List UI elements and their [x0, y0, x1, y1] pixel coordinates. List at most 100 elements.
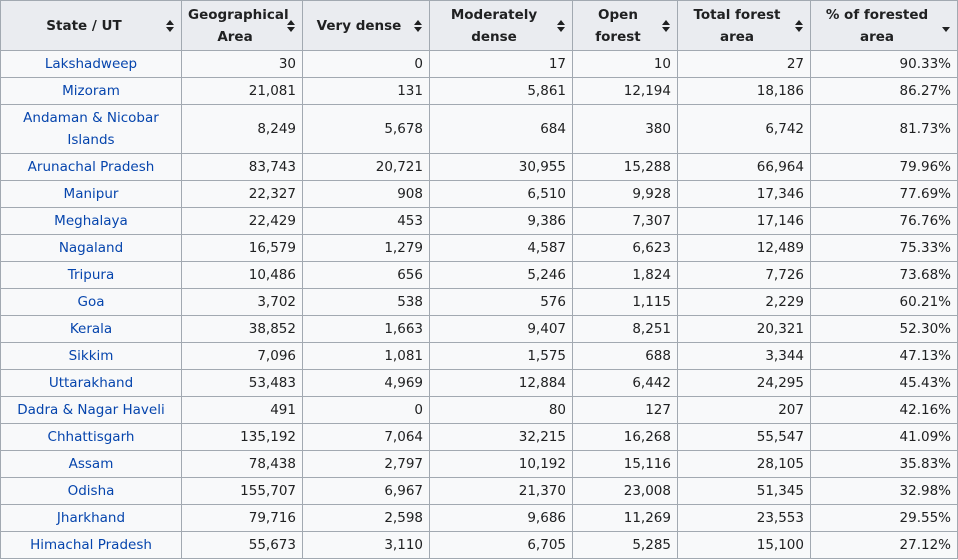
cell: 1,115	[572, 288, 678, 316]
sort-icon[interactable]	[942, 20, 950, 32]
table-row: Chhattisgarh 135,192 7,064 32,215 16,268 55,5…	[0, 423, 958, 451]
cell: 81.73%	[810, 104, 958, 154]
cell: 22,327	[181, 180, 303, 208]
cell: 21,081	[181, 77, 303, 105]
cell: 684	[429, 104, 573, 154]
cell: 55,673	[181, 531, 303, 559]
cell: 75.33%	[810, 234, 958, 262]
cell: 7,096	[181, 342, 303, 370]
cell: 15,288	[572, 153, 678, 181]
cell: 15,100	[677, 531, 811, 559]
cell: 41.09%	[810, 423, 958, 451]
state-link[interactable]: Lakshadweep	[0, 50, 182, 78]
cell: 77.69%	[810, 180, 958, 208]
sort-icon[interactable]	[166, 19, 174, 32]
cell: 53,483	[181, 369, 303, 397]
header-text: Open forest	[595, 6, 641, 45]
cell: 6,967	[302, 477, 430, 505]
table-row: Manipur 22,327 908 6,510 9,928 17,346 77.69%	[0, 180, 958, 208]
sort-icon[interactable]	[795, 19, 803, 32]
cell: 6,742	[677, 104, 811, 154]
cell: 908	[302, 180, 430, 208]
column-header[interactable]: Total forest area	[677, 0, 811, 51]
state-link[interactable]: Manipur	[0, 180, 182, 208]
state-link[interactable]: Odisha	[0, 477, 182, 505]
cell: 12,884	[429, 369, 573, 397]
cell: 1,279	[302, 234, 430, 262]
cell: 688	[572, 342, 678, 370]
column-header[interactable]: Moderately dense	[429, 0, 573, 51]
header-row: State / UT Geographical Area Very dense Mod…	[0, 0, 958, 51]
cell: 7,064	[302, 423, 430, 451]
cell: 135,192	[181, 423, 303, 451]
table-row: Dadra & Nagar Haveli 491 0 80 127 207 42.16%	[0, 396, 958, 424]
column-header[interactable]: Open forest	[572, 0, 678, 51]
state-link[interactable]: Meghalaya	[0, 207, 182, 235]
state-link[interactable]: Sikkim	[0, 342, 182, 370]
cell: 380	[572, 104, 678, 154]
cell: 90.33%	[810, 50, 958, 78]
cell: 7,307	[572, 207, 678, 235]
cell: 17,146	[677, 207, 811, 235]
cell: 16,579	[181, 234, 303, 262]
sort-icon[interactable]	[557, 19, 565, 32]
cell: 30,955	[429, 153, 573, 181]
cell: 17	[429, 50, 573, 78]
cell: 6,442	[572, 369, 678, 397]
state-link[interactable]: Jharkhand	[0, 504, 182, 532]
cell: 491	[181, 396, 303, 424]
column-header[interactable]: State / UT	[0, 0, 182, 51]
cell: 22,429	[181, 207, 303, 235]
column-header[interactable]: % of forested area	[810, 0, 958, 51]
cell: 78,438	[181, 450, 303, 478]
header-text: % of forested area	[825, 6, 929, 45]
state-link[interactable]: Tripura	[0, 261, 182, 289]
cell: 24,295	[677, 369, 811, 397]
cell: 23,008	[572, 477, 678, 505]
cell: 127	[572, 396, 678, 424]
cell: 27.12%	[810, 531, 958, 559]
state-link[interactable]: Andaman & Nicobar Islands	[0, 104, 182, 154]
state-link[interactable]: Assam	[0, 450, 182, 478]
cell: 76.76%	[810, 207, 958, 235]
state-link[interactable]: Chhattisgarh	[0, 423, 182, 451]
cell: 9,386	[429, 207, 573, 235]
state-link[interactable]: Nagaland	[0, 234, 182, 262]
cell: 9,928	[572, 180, 678, 208]
cell: 538	[302, 288, 430, 316]
cell: 5,285	[572, 531, 678, 559]
cell: 86.27%	[810, 77, 958, 105]
sort-icon[interactable]	[414, 19, 422, 32]
state-link[interactable]: Uttarakhand	[0, 369, 182, 397]
column-header[interactable]: Geographical Area	[181, 0, 303, 51]
cell: 79,716	[181, 504, 303, 532]
cell: 4,587	[429, 234, 573, 262]
cell: 207	[677, 396, 811, 424]
state-link[interactable]: Arunachal Pradesh	[0, 153, 182, 181]
cell: 5,246	[429, 261, 573, 289]
cell: 0	[302, 396, 430, 424]
state-link[interactable]: Kerala	[0, 315, 182, 343]
cell: 1,824	[572, 261, 678, 289]
table-row: Uttarakhand 53,483 4,969 12,884 6,442 24,295 4…	[0, 369, 958, 397]
state-link[interactable]: Goa	[0, 288, 182, 316]
cell: 5,861	[429, 77, 573, 105]
column-header[interactable]: Very dense	[302, 0, 430, 51]
sort-icon[interactable]	[662, 19, 670, 32]
cell: 4,969	[302, 369, 430, 397]
cell: 7,726	[677, 261, 811, 289]
cell: 27	[677, 50, 811, 78]
sort-icon[interactable]	[287, 19, 295, 32]
cell: 10,192	[429, 450, 573, 478]
state-link[interactable]: Himachal Pradesh	[0, 531, 182, 559]
state-link[interactable]: Dadra & Nagar Haveli	[0, 396, 182, 424]
cell: 453	[302, 207, 430, 235]
cell: 23,553	[677, 504, 811, 532]
state-link[interactable]: Mizoram	[0, 77, 182, 105]
table-row: Tripura 10,486 656 5,246 1,824 7,726 73.68%	[0, 261, 958, 289]
table-row: Arunachal Pradesh 83,743 20,721 30,955 15,28…	[0, 153, 958, 181]
cell: 55,547	[677, 423, 811, 451]
table-row: Goa 3,702 538 576 1,115 2,229 60.21%	[0, 288, 958, 316]
